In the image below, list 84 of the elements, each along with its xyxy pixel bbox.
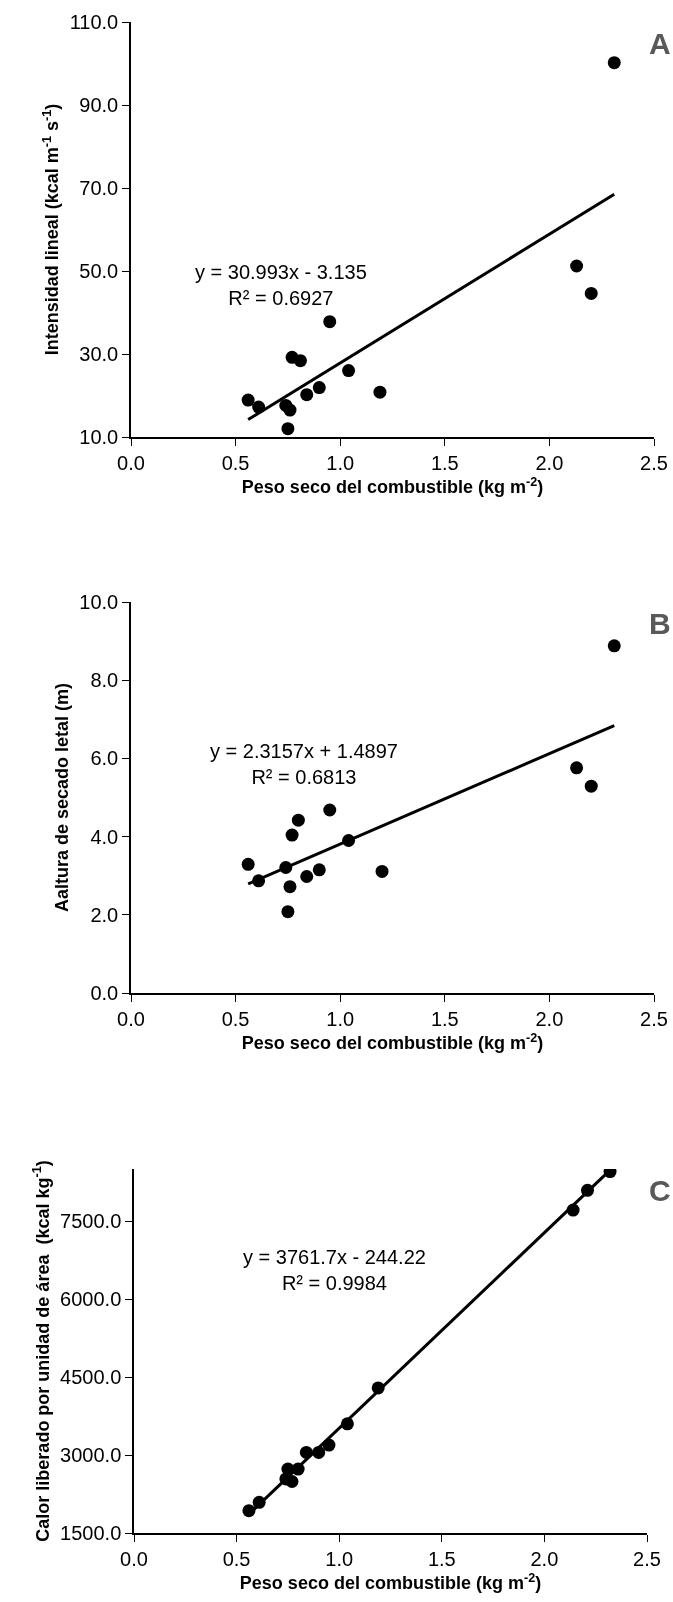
point (342, 834, 356, 847)
point (293, 354, 307, 368)
point (581, 1183, 594, 1197)
x-tick-label: 2.5 (640, 1007, 668, 1030)
y-tick-label: 8.0 (90, 669, 119, 692)
point (607, 639, 621, 653)
point (252, 874, 266, 888)
point (340, 1417, 354, 1431)
y-tick-label: 90.0 (79, 94, 119, 116)
y-tick-label: 50.0 (79, 260, 119, 282)
point (285, 828, 299, 842)
point (322, 1438, 336, 1452)
x-tick-label: 1.5 (427, 1547, 456, 1570)
point (291, 813, 305, 827)
point (373, 385, 387, 399)
point (281, 422, 295, 436)
point (607, 56, 621, 70)
x-axis-title: Peso seco del combustible (kg m$^{-2}$) (239, 1570, 542, 1594)
annotation: B (649, 607, 671, 640)
y-tick-label: 2.0 (90, 903, 119, 926)
x-tick-label: 1.5 (430, 1007, 459, 1030)
point (252, 400, 266, 414)
y-tick-label: 4.0 (90, 825, 119, 848)
point (291, 1462, 305, 1476)
text: C (649, 1174, 671, 1207)
point (584, 286, 598, 300)
point (375, 864, 389, 878)
point (281, 905, 295, 919)
point (570, 761, 584, 775)
y-tick-label: 6000.0 (60, 1288, 122, 1310)
x-tick-label: 1.0 (326, 1007, 355, 1030)
point (312, 381, 326, 395)
x-tick-label: 2.0 (530, 1547, 559, 1570)
annotation: A (649, 27, 671, 60)
y-tick-label: 4500.0 (60, 1366, 122, 1388)
y-tick-label: 30.0 (79, 343, 119, 365)
x-tick-label: 2.5 (633, 1547, 661, 1570)
x-tick-label: 1.0 (325, 1547, 354, 1570)
y-tick-label: 10.0 (79, 426, 119, 448)
x-tick-label: 0.5 (221, 1007, 250, 1030)
point (279, 860, 293, 874)
point (312, 1445, 326, 1459)
x-tick-label: 1.5 (430, 451, 459, 474)
point (342, 364, 356, 378)
x-tick-label: 0.0 (117, 451, 145, 474)
x-axis-title: Peso seco del combustible (kg m$^{-2}$) (241, 1030, 544, 1054)
point (283, 403, 297, 417)
x-tick-label: 0.0 (117, 1007, 145, 1030)
y-tick-label: 3000.0 (60, 1444, 122, 1466)
point (285, 1475, 299, 1489)
x-tick-label: 0.5 (222, 1547, 251, 1570)
annotation: y = 2.3157x + 1.4897 R² = 0.6813 (210, 740, 398, 788)
x-tick-label: 0.5 (221, 451, 250, 474)
point (299, 1445, 313, 1459)
y-tick-label: 7500.0 (60, 1210, 122, 1232)
x-axis-title: Peso seco del combustible (kg m$^{-2}$) (241, 474, 544, 498)
point (252, 1495, 266, 1509)
x-tick-label: 2.0 (535, 451, 564, 474)
y-tick-label: 0.0 (90, 982, 119, 1004)
point (584, 779, 598, 793)
annotation: y = 30.993x - 3.135 R² = 0.6927 (195, 261, 367, 309)
y-tick-label: 70.0 (79, 177, 119, 199)
x-tick-label: 2.0 (535, 1007, 564, 1030)
y-tick-label: 110.0 (69, 11, 119, 33)
point (300, 388, 314, 402)
annotation: y = 3761.7x - 244.22 R² = 0.9984 (243, 1246, 426, 1294)
y-axis-title: Aaltura de secado letal (m) (52, 682, 73, 913)
x-tick-label: 0.0 (120, 1547, 148, 1570)
point (300, 869, 314, 883)
point (570, 259, 584, 273)
point (323, 803, 337, 817)
point (371, 1381, 385, 1395)
y-tick-label: 10.0 (79, 591, 119, 613)
y-tick-label: 1500.0 (60, 1522, 122, 1544)
point (241, 393, 255, 407)
point (242, 1504, 256, 1518)
point (566, 1203, 580, 1217)
point (312, 863, 326, 877)
x-tick-label: 2.5 (640, 451, 668, 474)
x-tick-label: 1.0 (326, 451, 355, 474)
point (283, 880, 297, 894)
y-tick-label: 6.0 (90, 747, 119, 770)
point (241, 857, 255, 871)
point (323, 315, 337, 329)
